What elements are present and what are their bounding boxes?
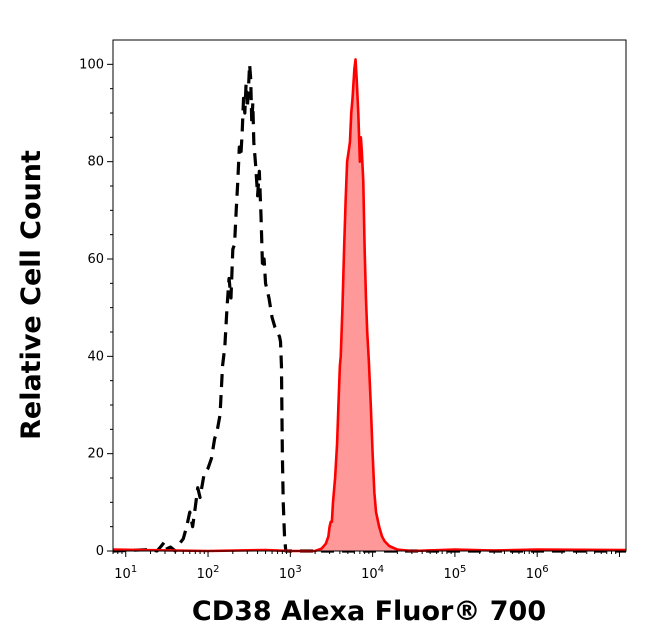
x-axis: 101 102 103 104 105 106	[112, 551, 620, 582]
y-tick-label: 100	[79, 57, 104, 72]
y-axis-title: Relative Cell Count	[16, 150, 47, 440]
x-tick-label: 103	[279, 564, 302, 582]
y-tick-label: 20	[87, 447, 104, 462]
plot-frame	[112, 39, 627, 552]
y-tick-label: 40	[87, 349, 104, 364]
x-tick-label: 106	[526, 564, 549, 582]
series-line-stained	[112, 58, 627, 553]
series-fill	[113, 59, 626, 551]
x-tick-label: 101	[114, 564, 137, 582]
series-line-control	[112, 62, 626, 553]
series-layer	[112, 58, 627, 553]
y-tick-label: 0	[96, 544, 104, 559]
y-tick-label: 60	[87, 252, 104, 267]
x-tick-label: 104	[361, 564, 384, 582]
y-axis: 0 20 40 60 80 100	[79, 57, 113, 559]
x-tick-label: 105	[443, 564, 466, 582]
x-axis-title: CD38 Alexa Fluor® 700	[192, 596, 546, 627]
y-tick-label: 80	[87, 155, 104, 170]
x-tick-label: 102	[197, 564, 220, 582]
